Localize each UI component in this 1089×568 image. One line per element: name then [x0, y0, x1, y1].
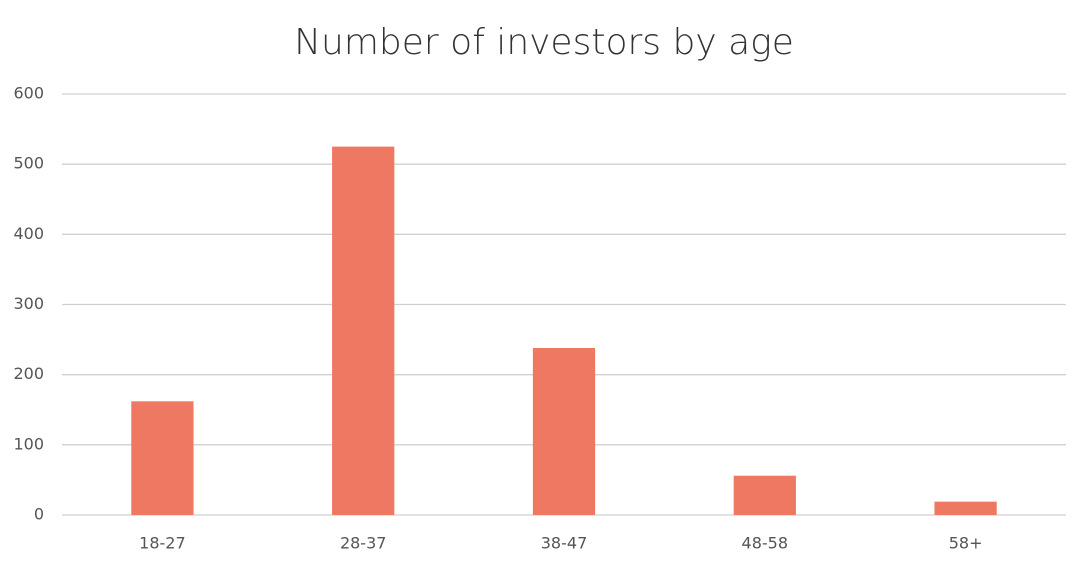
bar — [131, 401, 194, 515]
y-tick-label: 300 — [13, 294, 44, 313]
y-tick-label: 500 — [13, 154, 44, 173]
y-tick-label: 200 — [13, 364, 44, 383]
y-tick-label: 100 — [13, 434, 44, 453]
x-tick-label: 58+ — [949, 534, 983, 553]
x-tick-label: 18-27 — [139, 534, 186, 553]
y-tick-label: 0 — [34, 505, 44, 524]
chart-title: Number of investors by age — [294, 22, 794, 63]
x-tick-label: 48-58 — [742, 534, 789, 553]
bar — [733, 475, 796, 515]
bar — [532, 348, 596, 515]
x-tick-label: 38-47 — [541, 534, 588, 553]
y-tick-label: 400 — [13, 224, 44, 243]
bar — [332, 146, 395, 515]
bar — [934, 501, 997, 515]
x-tick-label: 28-37 — [340, 534, 387, 553]
y-tick-label: 600 — [13, 84, 44, 103]
